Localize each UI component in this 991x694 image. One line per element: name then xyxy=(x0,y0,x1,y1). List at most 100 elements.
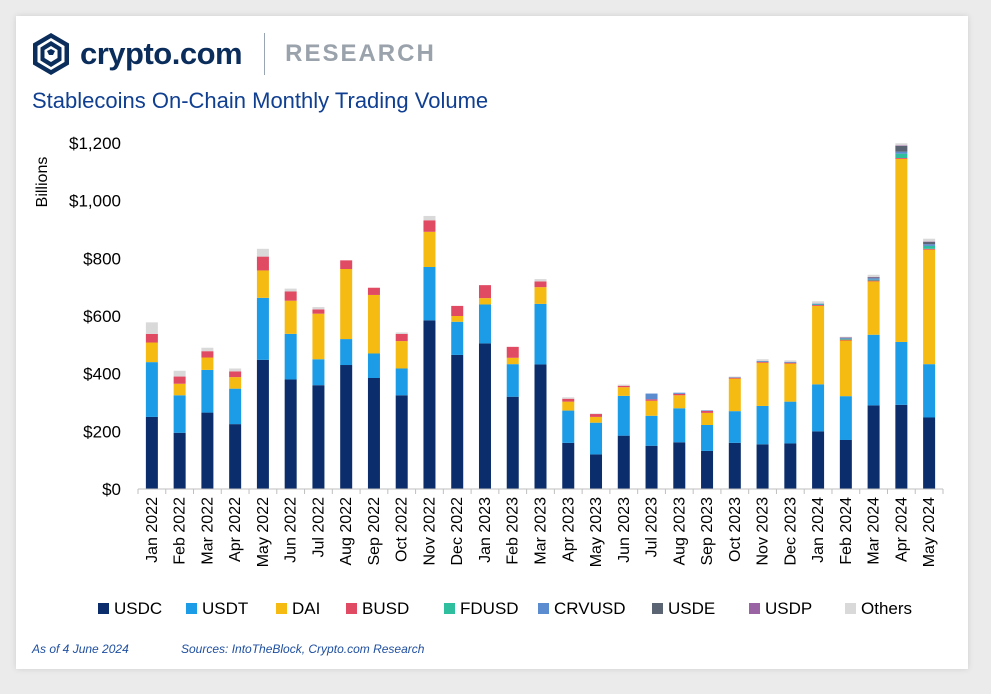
bar-segment-busd xyxy=(701,410,714,413)
bar-segment-usdt xyxy=(534,303,547,365)
brand-divider xyxy=(264,33,266,75)
bar-segment-dai xyxy=(617,387,630,396)
legend-swatch-crvusd xyxy=(538,603,549,614)
y-tick-label: $1,200 xyxy=(69,134,121,153)
bar-segment-usdt xyxy=(201,369,214,413)
bar-segment-usdt xyxy=(478,304,491,344)
legend-label-usdp: USDP xyxy=(765,599,812,618)
bar-segment-usdt xyxy=(701,424,714,451)
bar-segment-usdc xyxy=(256,359,269,489)
bar-segment-usdt xyxy=(590,422,603,455)
bar-segment-dai xyxy=(395,341,408,369)
bar-segment-usdt xyxy=(895,341,908,405)
bar-segment-busd xyxy=(256,256,269,271)
bar-segment-dai xyxy=(728,378,741,412)
bar-segment-usdc xyxy=(340,365,353,489)
brand-name: crypto.com xyxy=(80,36,243,71)
x-tick-label: Jan 2023 xyxy=(477,497,494,563)
bar-segment-dai xyxy=(229,377,242,389)
x-tick-label: Sep 2023 xyxy=(699,497,716,566)
bar-segment-busd xyxy=(645,399,658,401)
bar-segment-busd xyxy=(784,362,797,364)
bar-segment-usdc xyxy=(201,412,214,489)
bar-segment-others xyxy=(895,143,908,146)
bar-segment-usdp xyxy=(867,277,880,278)
bar-segment-usdc xyxy=(229,424,242,489)
bar-segment-others xyxy=(812,301,825,304)
x-tick-label: Aug 2022 xyxy=(338,497,355,566)
chart-card xyxy=(16,16,968,669)
bar-segment-fdusd xyxy=(839,338,852,340)
bar-segment-others xyxy=(284,288,297,292)
bar-segment-dai xyxy=(895,158,908,342)
bar-segment-others xyxy=(756,359,769,361)
bar-segment-usdt xyxy=(617,395,630,436)
bar-segment-usdc xyxy=(367,377,380,489)
bar-segment-busd xyxy=(562,398,575,402)
bar-segment-usdc xyxy=(423,320,436,489)
bar-segment-busd xyxy=(201,351,214,358)
bar-segment-crvusd xyxy=(728,377,741,378)
bar-segment-dai xyxy=(340,269,353,340)
bar-segment-others xyxy=(201,347,214,352)
bar-segment-usdc xyxy=(867,405,880,489)
bar-segment-others xyxy=(395,332,408,334)
bar-segment-busd xyxy=(728,377,741,379)
x-tick-label: Dec 2022 xyxy=(449,497,466,566)
bar-segment-dai xyxy=(867,281,880,335)
x-tick-label: May 2022 xyxy=(255,497,272,567)
bar-segment-dai xyxy=(451,316,464,322)
bar-segment-usdt xyxy=(229,388,242,425)
legend-label-others: Others xyxy=(861,599,912,618)
bar-segment-crvusd xyxy=(645,393,658,400)
bar-segment-crvusd xyxy=(839,337,852,339)
bar-segment-usdt xyxy=(728,411,741,443)
bar-segment-usdc xyxy=(506,396,519,489)
x-tick-label: Nov 2023 xyxy=(755,497,772,566)
bar-segment-others xyxy=(312,307,325,310)
bar-segment-usdp xyxy=(895,145,908,146)
legend-swatch-fdusd xyxy=(444,603,455,614)
x-tick-label: Jul 2023 xyxy=(644,497,661,558)
legend-swatch-others xyxy=(845,603,856,614)
legend-label-busd: BUSD xyxy=(362,599,409,618)
x-tick-label: Jan 2022 xyxy=(144,497,161,563)
bar-segment-usdt xyxy=(673,408,686,443)
bar-segment-usdt xyxy=(756,405,769,445)
bar-segment-crvusd xyxy=(756,360,769,362)
bar-segment-usdt xyxy=(867,334,880,406)
x-tick-label: Oct 2023 xyxy=(727,497,744,562)
bar-segment-busd xyxy=(506,346,519,358)
bar-segment-usdc xyxy=(728,442,741,489)
bar-segment-others xyxy=(590,413,603,415)
x-tick-label: Sep 2022 xyxy=(366,497,383,566)
bar-segment-usdt xyxy=(284,333,297,380)
bar-segment-busd xyxy=(145,333,158,343)
bar-segment-busd xyxy=(895,157,908,159)
bar-segment-fdusd xyxy=(895,153,908,158)
bar-segment-dai xyxy=(423,231,436,267)
x-tick-label: Jan 2024 xyxy=(810,497,827,563)
x-tick-label: Oct 2022 xyxy=(394,497,411,562)
bar-segment-fdusd xyxy=(812,304,825,306)
bar-segment-usde xyxy=(839,337,852,339)
bar-segment-usdt xyxy=(784,401,797,444)
bar-segment-usdc xyxy=(701,450,714,489)
bar-segment-crvusd xyxy=(895,151,908,154)
x-tick-label: Feb 2022 xyxy=(172,497,189,565)
bar-segment-dai xyxy=(562,401,575,411)
bar-segment-usdt xyxy=(839,396,852,440)
bar-segment-busd xyxy=(173,376,186,384)
bar-segment-busd xyxy=(367,287,380,295)
bar-segment-busd xyxy=(229,371,242,378)
bar-segment-usdc xyxy=(645,445,658,489)
bar-segment-busd xyxy=(534,281,547,288)
bar-segment-busd xyxy=(312,309,325,314)
bar-segment-usdc xyxy=(562,442,575,489)
bar-segment-dai xyxy=(312,313,325,360)
as-of-note: As of 4 June 2024 xyxy=(32,642,129,656)
bar-segment-usdt xyxy=(451,321,464,355)
bar-segment-usdc xyxy=(395,395,408,489)
sources-note: Sources: IntoTheBlock, Crypto.com Resear… xyxy=(181,642,425,656)
